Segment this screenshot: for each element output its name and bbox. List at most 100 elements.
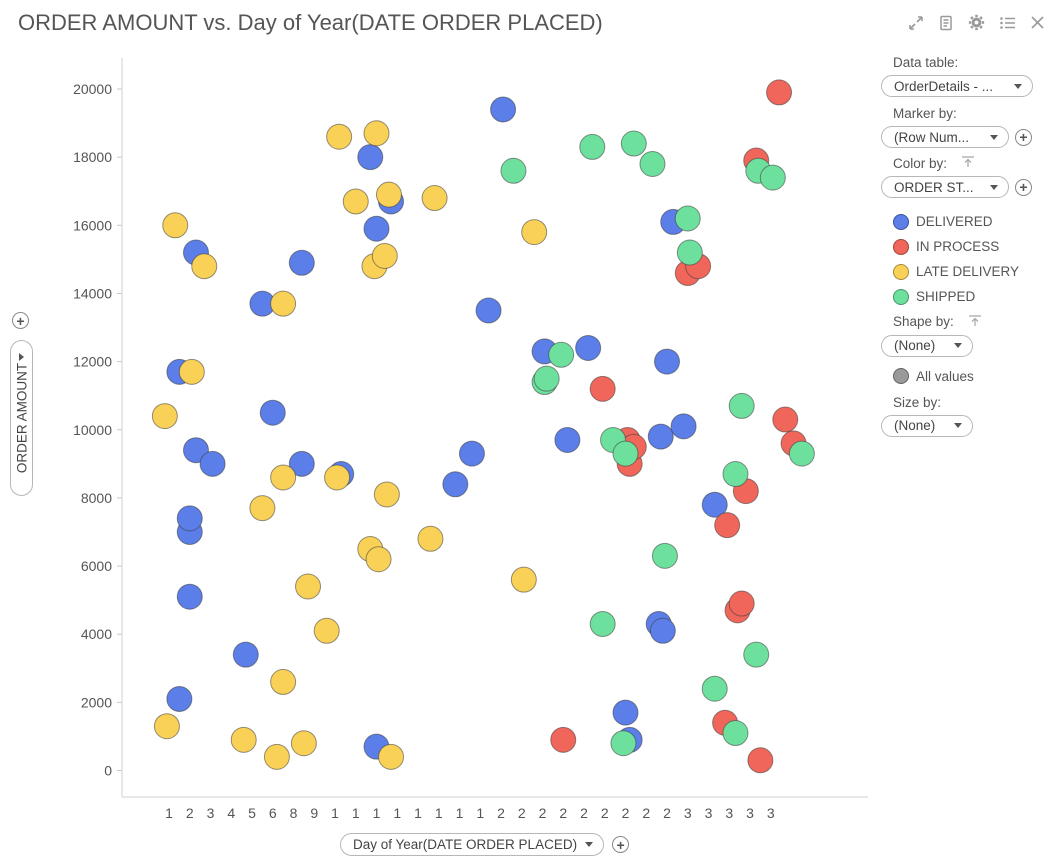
x-tick-label: 1 bbox=[331, 805, 339, 821]
data-point-shipped[interactable] bbox=[701, 675, 728, 702]
data-point-shipped[interactable] bbox=[620, 130, 647, 157]
data-point-late-delivery[interactable] bbox=[270, 464, 297, 491]
details-icon[interactable] bbox=[938, 15, 954, 31]
data-point-shipped[interactable] bbox=[788, 440, 815, 467]
data-point-delivered[interactable] bbox=[490, 96, 517, 123]
data-point-shipped[interactable] bbox=[589, 610, 616, 637]
data-point-in-process[interactable] bbox=[728, 590, 755, 617]
data-point-in-process[interactable] bbox=[550, 726, 577, 753]
data-point-late-delivery[interactable] bbox=[417, 525, 444, 552]
data-point-shipped[interactable] bbox=[743, 641, 770, 668]
marker-by-add-icon[interactable]: + bbox=[1015, 128, 1032, 146]
data-point-delivered[interactable] bbox=[647, 423, 674, 450]
data-point-delivered[interactable] bbox=[199, 450, 226, 477]
data-point-delivered[interactable] bbox=[654, 348, 680, 375]
data-point-late-delivery[interactable] bbox=[421, 185, 448, 212]
color-by-add-icon[interactable]: + bbox=[1015, 178, 1032, 196]
data-point-shipped[interactable] bbox=[759, 164, 786, 191]
data-point-shipped[interactable] bbox=[548, 341, 575, 368]
data-point-late-delivery[interactable] bbox=[290, 730, 317, 757]
data-point-delivered[interactable] bbox=[442, 471, 469, 498]
data-point-late-delivery[interactable] bbox=[270, 290, 297, 317]
data-point-shipped[interactable] bbox=[639, 150, 666, 177]
data-point-late-delivery[interactable] bbox=[313, 617, 340, 644]
data-point-late-delivery[interactable] bbox=[191, 253, 218, 280]
data-point-shipped[interactable] bbox=[728, 392, 755, 419]
data-point-delivered[interactable] bbox=[288, 450, 315, 477]
data-point-shipped[interactable] bbox=[500, 157, 527, 184]
data-point-delivered[interactable] bbox=[649, 617, 676, 644]
y-axis-selector[interactable]: ORDER AMOUNT bbox=[10, 340, 33, 496]
data-point-shipped[interactable] bbox=[676, 239, 703, 266]
data-point-late-delivery[interactable] bbox=[510, 566, 537, 593]
data-point-late-delivery[interactable] bbox=[324, 464, 351, 491]
data-point-delivered[interactable] bbox=[357, 144, 384, 171]
marker-by-dropdown[interactable]: (Row Num... bbox=[881, 126, 1009, 148]
shape-by-dropdown[interactable]: (None) bbox=[881, 334, 973, 357]
data-point-late-delivery[interactable] bbox=[162, 212, 189, 239]
close-icon[interactable] bbox=[1030, 15, 1045, 30]
y-axis-add-icon[interactable]: + bbox=[12, 312, 29, 329]
pin-icon[interactable] bbox=[968, 315, 982, 331]
data-point-late-delivery[interactable] bbox=[263, 743, 290, 770]
data-point-late-delivery[interactable] bbox=[230, 726, 257, 753]
data-point-delivered[interactable] bbox=[670, 413, 697, 440]
data-point-delivered[interactable] bbox=[458, 440, 485, 467]
data-point-late-delivery[interactable] bbox=[363, 120, 390, 147]
data-point-late-delivery[interactable] bbox=[178, 358, 205, 385]
legend-item-shipped[interactable]: SHIPPED bbox=[893, 287, 1056, 306]
size-by-dropdown[interactable]: (None) bbox=[881, 414, 973, 437]
data-point-delivered[interactable] bbox=[554, 426, 581, 453]
legend-swatch bbox=[893, 288, 909, 305]
data-point-in-process[interactable] bbox=[714, 512, 741, 539]
data-point-late-delivery[interactable] bbox=[295, 573, 322, 600]
data-point-late-delivery[interactable] bbox=[342, 188, 369, 215]
legend-item-delivered[interactable]: DELIVERED bbox=[893, 212, 1056, 231]
data-point-delivered[interactable] bbox=[475, 297, 502, 324]
data-point-in-process[interactable] bbox=[747, 747, 774, 774]
data-point-late-delivery[interactable] bbox=[365, 546, 392, 573]
data-point-shipped[interactable] bbox=[612, 440, 639, 467]
data-point-late-delivery[interactable] bbox=[270, 668, 297, 695]
pin-icon[interactable] bbox=[961, 156, 975, 172]
data-point-delivered[interactable] bbox=[288, 249, 315, 276]
data-point-in-process[interactable] bbox=[772, 406, 799, 433]
data-point-late-delivery[interactable] bbox=[375, 181, 402, 208]
list-icon[interactable] bbox=[999, 15, 1016, 31]
gear-icon[interactable] bbox=[968, 14, 985, 31]
data-table-dropdown[interactable]: OrderDetails - ... bbox=[881, 75, 1033, 97]
data-point-delivered[interactable] bbox=[612, 699, 639, 726]
data-point-late-delivery[interactable] bbox=[326, 123, 353, 150]
data-point-late-delivery[interactable] bbox=[378, 743, 405, 770]
data-point-delivered[interactable] bbox=[701, 491, 728, 518]
data-point-shipped[interactable] bbox=[579, 133, 606, 160]
data-point-shipped[interactable] bbox=[651, 542, 678, 569]
data-point-shipped[interactable] bbox=[722, 720, 749, 747]
data-point-late-delivery[interactable] bbox=[151, 403, 178, 430]
data-point-shipped[interactable] bbox=[533, 365, 560, 392]
data-point-in-process[interactable] bbox=[589, 375, 616, 402]
data-point-shipped[interactable] bbox=[674, 205, 701, 232]
data-point-shipped[interactable] bbox=[610, 730, 637, 757]
data-point-delivered[interactable] bbox=[259, 399, 286, 426]
data-point-delivered[interactable] bbox=[575, 334, 602, 361]
data-point-shipped[interactable] bbox=[722, 461, 749, 488]
expand-icon[interactable] bbox=[908, 15, 924, 31]
data-point-delivered[interactable] bbox=[363, 215, 390, 242]
legend-item-late-delivery[interactable]: LATE DELIVERY bbox=[893, 262, 1056, 281]
data-point-delivered[interactable] bbox=[176, 505, 203, 532]
all-values-item[interactable]: All values bbox=[893, 367, 1056, 386]
legend-item-in-process[interactable]: IN PROCESS bbox=[893, 237, 1056, 256]
data-point-late-delivery[interactable] bbox=[371, 242, 398, 269]
x-axis-add-icon[interactable]: + bbox=[612, 836, 630, 853]
color-by-dropdown[interactable]: ORDER ST... bbox=[881, 176, 1009, 199]
x-axis-selector[interactable]: Day of Year(DATE ORDER PLACED) bbox=[340, 833, 605, 856]
data-point-delivered[interactable] bbox=[232, 641, 259, 668]
data-point-late-delivery[interactable] bbox=[153, 713, 180, 740]
data-point-delivered[interactable] bbox=[166, 685, 193, 712]
data-point-late-delivery[interactable] bbox=[249, 495, 276, 522]
data-point-delivered[interactable] bbox=[176, 583, 203, 610]
data-point-in-process[interactable] bbox=[766, 79, 793, 106]
data-point-late-delivery[interactable] bbox=[373, 481, 400, 508]
data-point-late-delivery[interactable] bbox=[521, 219, 548, 246]
